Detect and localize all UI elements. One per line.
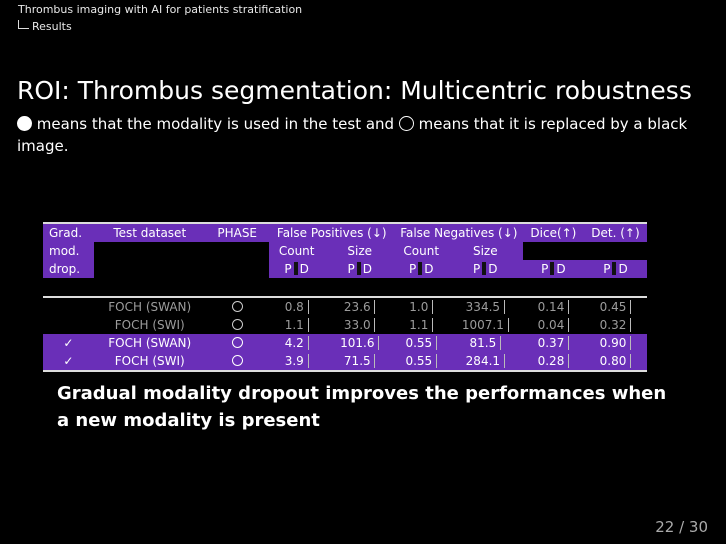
empty-circle-icon bbox=[398, 116, 414, 131]
empty-circle-icon bbox=[231, 319, 243, 330]
tree-branch-icon bbox=[18, 20, 29, 29]
subheader-fp-size: Size bbox=[324, 242, 395, 260]
col-header-mod: mod. bbox=[43, 242, 94, 260]
slide-title: ROI: Thrombus segmentation: Multicentric… bbox=[17, 76, 692, 105]
header-row-1: Grad. Test dataset PHASE False Positives… bbox=[43, 223, 647, 242]
header-row-2: mod. Count Size Count Size bbox=[43, 242, 647, 260]
col-header-phase: PHASE bbox=[205, 223, 269, 242]
col-header-grad: Grad. bbox=[43, 223, 94, 242]
page-number: 22 / 30 bbox=[655, 518, 708, 536]
col-header-false-negatives: False Negatives (↓) bbox=[394, 223, 523, 242]
table-row: FOCH (SWI) 1.1 33.0 1.1 1007.1 0.04 0.32 bbox=[43, 316, 647, 334]
empty-circle-icon bbox=[231, 301, 243, 312]
desc-part-b: means that it is replaced by a black ima… bbox=[17, 115, 688, 155]
table-row: FOCH (SWAN) 0.8 23.6 1.0 334.5 0.14 0.45 bbox=[43, 297, 647, 316]
col-header-dice: Dice(↑) bbox=[522, 223, 584, 242]
subheader-fn-count: Count bbox=[394, 242, 448, 260]
conclusion-text: Gradual modality dropout improves the pe… bbox=[57, 383, 667, 431]
breadcrumb-subsection-label: Results bbox=[32, 20, 72, 33]
empty-circle-icon bbox=[231, 337, 243, 348]
subheader-fn-size: Size bbox=[447, 242, 523, 260]
desc-part-a: means that the modality is used in the t… bbox=[32, 115, 399, 133]
breadcrumb-subsection[interactable]: Results bbox=[18, 20, 72, 33]
col-header-drop: drop. bbox=[43, 260, 94, 278]
col-header-false-positives: False Positives (↓) bbox=[268, 223, 395, 242]
breadcrumb-section[interactable]: Thrombus imaging with AI for patients st… bbox=[18, 3, 303, 16]
table-row: ✓ FOCH (SWAN) 4.2 101.6 0.55 81.5 0.37 0… bbox=[43, 334, 647, 352]
col-header-det: Det. (↑) bbox=[583, 223, 647, 242]
col-header-dataset: Test dataset bbox=[93, 223, 206, 242]
slide-description: means that the modality is used in the t… bbox=[17, 113, 712, 157]
table-row: ✓ FOCH (SWI) 3.9 71.5 0.55 284.1 0.28 0.… bbox=[43, 352, 647, 371]
filled-circle-icon bbox=[17, 116, 32, 131]
empty-circle-icon bbox=[231, 355, 243, 366]
subheader-fp-count: Count bbox=[268, 242, 325, 260]
results-table: Grad. Test dataset PHASE False Positives… bbox=[43, 222, 647, 372]
